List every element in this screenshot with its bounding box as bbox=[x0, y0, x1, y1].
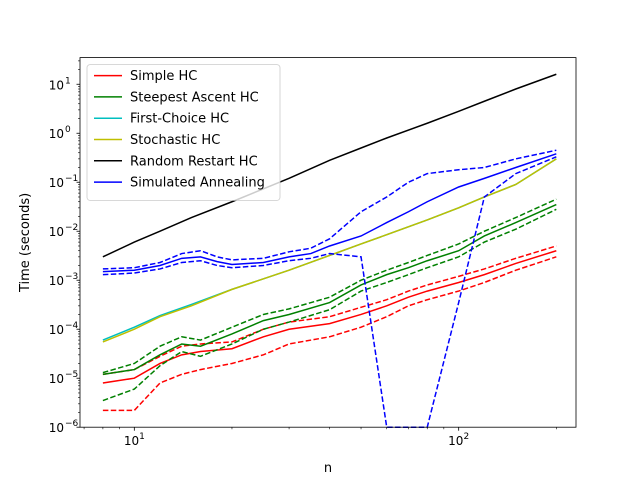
x-tick-exponent: 2 bbox=[463, 432, 469, 442]
legend-label-random-restart-hc: Random Restart HC bbox=[130, 154, 258, 169]
stochastic-hc-line bbox=[102, 158, 557, 343]
y-tick-exponent: 1 bbox=[65, 76, 71, 86]
y-tick-exponent: −3 bbox=[65, 272, 78, 282]
simple-hc-upper-dashed-line bbox=[102, 245, 557, 376]
legend-label-simple-hc: Simple HC bbox=[130, 69, 197, 84]
y-tick-label: 10 bbox=[49, 421, 64, 435]
y-tick-label: 10 bbox=[49, 225, 64, 239]
legend-label-stochastic-hc: Stochastic HC bbox=[130, 133, 220, 148]
y-tick-exponent: −4 bbox=[65, 321, 79, 331]
y-tick-exponent: 0 bbox=[65, 125, 71, 135]
legend-label-simulated-annealing: Simulated Annealing bbox=[130, 176, 265, 191]
x-tick-exponent: 1 bbox=[139, 432, 145, 442]
series-layer bbox=[102, 73, 557, 428]
x-axis-label: n bbox=[324, 461, 332, 476]
y-tick-label: 10 bbox=[49, 127, 64, 141]
steepest-ascent-hc-line bbox=[102, 203, 557, 376]
y-tick-exponent: −2 bbox=[65, 223, 78, 233]
y-tick-exponent: −5 bbox=[65, 370, 78, 380]
simulated-annealing-lower-dashed-line bbox=[102, 156, 557, 428]
legend-label-first-choice-hc: First-Choice HC bbox=[130, 112, 229, 127]
y-tick-exponent: −1 bbox=[65, 174, 78, 184]
simulated-annealing-line bbox=[102, 153, 557, 273]
y-axis-label: Time (seconds) bbox=[18, 193, 33, 293]
y-tick-label: 10 bbox=[49, 274, 64, 288]
y-tick-exponent: −6 bbox=[65, 419, 79, 429]
steepest-ascent-hc-upper-dashed-line bbox=[102, 198, 557, 374]
y-tick-label: 10 bbox=[49, 323, 64, 337]
simple-hc-lower-dashed-line bbox=[102, 256, 557, 412]
simple-hc-line bbox=[102, 250, 557, 384]
legend-label-steepest-ascent-hc: Steepest Ascent HC bbox=[130, 90, 259, 105]
y-tick-label: 10 bbox=[49, 176, 64, 190]
simulated-annealing-upper-dashed-line bbox=[102, 149, 557, 270]
legend: Simple HC Steepest Ascent HC First-Choice … bbox=[86, 64, 281, 201]
y-tick-label: 10 bbox=[49, 372, 64, 386]
y-tick-label: 10 bbox=[49, 78, 64, 92]
random-restart-hc-line bbox=[102, 73, 557, 258]
legend-box bbox=[86, 64, 281, 201]
